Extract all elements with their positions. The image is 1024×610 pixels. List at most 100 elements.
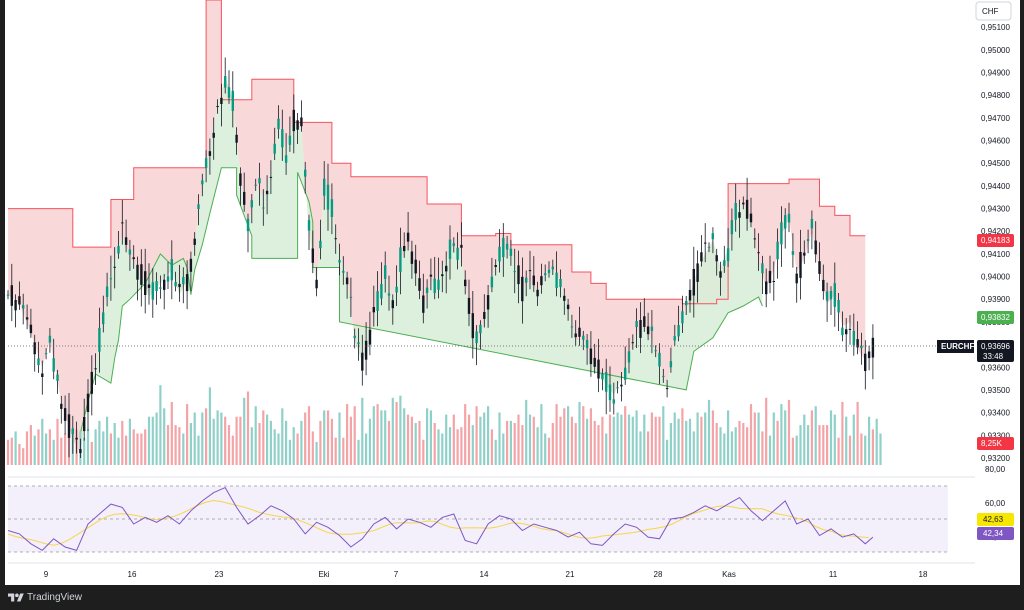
price-tick-label: 0,94800 (981, 91, 1010, 100)
volume-bar (570, 416, 573, 465)
volume-bar (155, 412, 158, 465)
candle-body (578, 327, 581, 337)
time-axis[interactable]: 9 16 23 Eki 7 14 21 28 Kas 11 18 (44, 570, 928, 579)
volume-bar (140, 433, 143, 465)
volume-bar (487, 406, 490, 465)
volume-bar (452, 414, 455, 465)
volume-bar (490, 429, 493, 465)
volume-bar (304, 412, 307, 465)
volume-bar (159, 385, 162, 465)
candle-body (231, 90, 234, 111)
price-chart[interactable]: 0,932000,933000,934000,935000,936000,937… (5, 0, 1020, 585)
candle-body (10, 285, 13, 306)
candle-body (845, 329, 848, 335)
candle-body (673, 336, 676, 341)
candle-body (124, 237, 128, 245)
candle-body (643, 316, 646, 327)
volume-bar (349, 416, 352, 465)
candle-body (113, 266, 116, 268)
upper-band-line (8, 0, 866, 305)
volume-bar (10, 437, 13, 465)
price-tick-label: 0,94300 (981, 205, 1010, 214)
candle-body (376, 291, 379, 311)
volume-bar (151, 416, 154, 465)
volume-bar (102, 431, 105, 465)
volume-bar (426, 408, 429, 465)
volume-bar (727, 410, 730, 465)
volume-bar (205, 408, 208, 465)
candle-body (273, 143, 276, 154)
volume-bar (464, 404, 467, 465)
volume-bar (532, 416, 535, 465)
volume-bar (544, 433, 547, 465)
last-price-tag: EURCHF 0,93696 33:48 (937, 340, 1014, 362)
candle-body (574, 333, 577, 338)
volume-bar (307, 406, 311, 465)
candle-body (189, 258, 193, 272)
volume-bar (258, 423, 261, 465)
volume-bar (166, 425, 170, 465)
candle-body (570, 326, 574, 328)
candle-body (265, 190, 269, 195)
volume-bar (647, 431, 650, 465)
candle-body (563, 295, 566, 301)
candle-body (204, 158, 208, 168)
volume-bar (368, 418, 371, 465)
volume-bar (654, 416, 657, 465)
volume-bar (513, 423, 516, 465)
volume-bar (273, 429, 276, 465)
candle-body (361, 352, 364, 371)
candle-body (429, 274, 433, 277)
volume-bar (521, 425, 524, 465)
candle-body (612, 399, 615, 404)
volume-bar (761, 431, 764, 465)
candle-body (471, 313, 474, 339)
candle-body (700, 252, 703, 262)
volume-bar (227, 425, 231, 465)
upper-band-value: 0,94183 (981, 236, 1010, 245)
volume-bar (98, 420, 101, 465)
candle-body (852, 331, 855, 346)
price-tick-label: 0,95000 (981, 46, 1010, 55)
price-tick-label: 0,94000 (981, 273, 1010, 282)
candle-body (235, 134, 238, 143)
candle-body (33, 342, 36, 355)
volume-bar (376, 404, 379, 465)
currency-tag[interactable]: CHF (975, 1, 1012, 21)
candle-body (856, 339, 859, 348)
volume-bar (106, 416, 109, 465)
volume-bar (14, 431, 17, 465)
candle-body (311, 248, 314, 263)
last-price-value: 0,93696 (981, 342, 1010, 351)
candle-body (688, 290, 692, 301)
candle-body (25, 317, 29, 320)
candle-body (227, 87, 231, 98)
candle-body (98, 327, 101, 352)
volume-bar (399, 395, 402, 465)
volume-bar (460, 427, 463, 465)
volume-bar (136, 433, 139, 465)
volume-bar (254, 406, 257, 465)
volume-bar (437, 429, 440, 465)
candle-body (441, 274, 444, 277)
volume-bar (826, 425, 829, 465)
candle-body (372, 307, 375, 313)
candle-body (753, 238, 756, 240)
volume-bar (723, 433, 726, 465)
candle-body (174, 281, 177, 287)
candle-body (742, 202, 745, 205)
candle-body (63, 408, 67, 421)
volume-bar (856, 402, 859, 465)
candle-body (475, 331, 478, 344)
price-axis[interactable]: 0,932000,933000,934000,935000,936000,937… (981, 1, 1010, 543)
price-tick-label: 0,93900 (981, 295, 1010, 304)
volume-bar (810, 410, 813, 465)
volume-bar (746, 427, 749, 465)
candle-body (193, 238, 196, 245)
volume-bar (608, 414, 612, 465)
candle-body (509, 248, 513, 256)
volume-bar (814, 406, 817, 465)
candle-body (707, 246, 711, 248)
price-tick-label: 0,93400 (981, 409, 1010, 418)
candle-body (627, 351, 631, 363)
